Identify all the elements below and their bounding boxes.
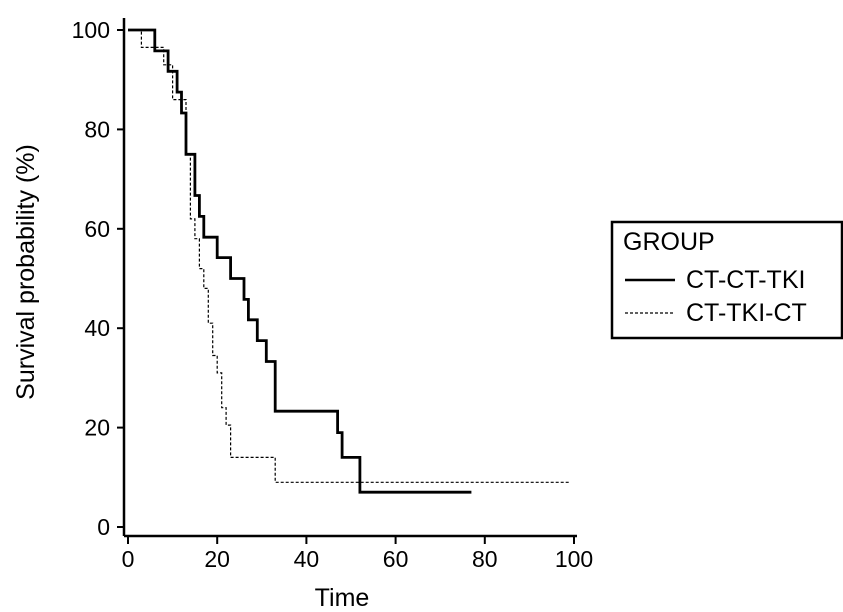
y-tick-label: 100 <box>72 17 110 43</box>
x-axis-ticks: 0 20 40 60 80 100 <box>122 536 593 572</box>
y-tick-label: 20 <box>84 415 110 441</box>
x-tick-label: 100 <box>555 546 593 572</box>
x-tick-label: 20 <box>204 546 230 572</box>
y-axis-title: Survival probability (%) <box>12 144 40 400</box>
x-tick-label: 60 <box>383 546 409 572</box>
legend: GROUP CT-CT-TKI CT-TKI-CT <box>610 220 843 340</box>
legend-label-ct-tki-ct: CT-TKI-CT <box>686 299 807 327</box>
y-tick-label: 80 <box>84 116 110 142</box>
series-layer <box>128 28 570 494</box>
x-tick-label: 0 <box>122 546 135 572</box>
series-line-ct-ct-tki <box>128 28 472 494</box>
x-axis-title: Time <box>315 584 370 612</box>
x-tick-label: 40 <box>294 546 320 572</box>
y-tick-label: 60 <box>84 216 110 242</box>
legend-label-ct-ct-tki: CT-CT-TKI <box>686 266 805 294</box>
y-tick-label: 40 <box>84 315 110 341</box>
x-tick-label: 80 <box>472 546 498 572</box>
y-tick-label: 0 <box>97 514 110 540</box>
series-line-ct-tki-ct <box>128 29 570 483</box>
legend-title: GROUP <box>623 228 715 256</box>
y-axis-ticks: 0 20 40 60 80 100 <box>72 17 124 540</box>
